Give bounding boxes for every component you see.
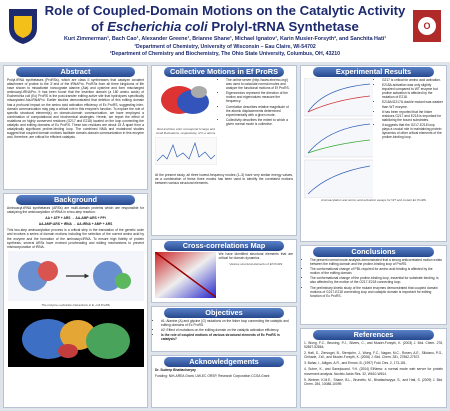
reference: 2. Hati, S., Ziervogel, B., Sternjohn, J… — [304, 351, 443, 360]
references-panel: References 1. Wong, F.C., Beuning, P.J.,… — [300, 328, 447, 408]
university-logo — [9, 9, 37, 44]
bullet: E218A activation was only slightly impai… — [382, 83, 443, 99]
reaction-scheme — [7, 250, 144, 301]
bullet: Correlation describes relative magnitude… — [226, 105, 293, 117]
authors: Kurt Zimmerman¹, Bach Cao¹, Alexander Gr… — [63, 36, 387, 42]
affiliation: ²Department of Chemistry and Biochemistr… — [109, 51, 341, 57]
bullet: The online server (http://www.elnemo.org… — [226, 78, 293, 90]
structure-figure — [7, 308, 144, 367]
objectives-list: #1: Alanine (A) and glycine (G) mutation… — [155, 319, 293, 341]
section-header: Experimental Results — [313, 67, 434, 77]
background-panel: Background Aminoacyl-tRNA synthetases (A… — [3, 193, 148, 408]
affiliation: ¹Department of Chemistry, University of … — [134, 44, 316, 50]
title-species: Escherichia coli — [107, 19, 208, 34]
crosscorr-panel: Cross-correlations Map We have identifie… — [151, 239, 297, 303]
section-header: Abstract — [16, 67, 135, 77]
ack-panel: Acknowledgements Dr. Sudeep Bhattacharya… — [151, 355, 297, 408]
section-header: Acknowledgements — [164, 357, 284, 367]
conclusion: The present normal mode analysis demonst… — [310, 258, 443, 266]
abstract-text: Prolyl-tRNA synthetases (ProRSs), which … — [7, 78, 144, 140]
reference: 4. Suhre, K., and Sanejouand, Y.H. (2004… — [304, 367, 443, 376]
bullet: G217 is critical for amino acid activati… — [382, 78, 443, 82]
motions-list: The online server (http://www.elnemo.org… — [220, 78, 293, 170]
title-text: Prolyl-tRNA Synthetase — [207, 19, 359, 34]
conclusion: The conformational change of PBL require… — [310, 267, 443, 275]
figure-caption: Red and blue color correspond to large a… — [155, 127, 216, 135]
conclusions-panel: Conclusions The present normal mode anal… — [300, 245, 447, 325]
reference: 5. Weimer, K.M.E., Shane, B.L., Brunetto… — [304, 377, 443, 386]
motions-panel: Collective Motions in Ef ProRS Red and b… — [151, 65, 297, 236]
section-header: Conclusions — [313, 247, 434, 257]
fluctuation-plot — [154, 136, 218, 166]
poster-header: Role of Coupled-Domain Motions on the Ca… — [0, 0, 450, 62]
structure-figure — [155, 78, 217, 122]
reference: 1. Wong, F.C., Beuning, P.J., Silvers, C… — [304, 341, 443, 350]
poster-title: Role of Coupled-Domain Motions on the Ca… — [44, 3, 406, 35]
results-list: G217 is critical for amino acid activati… — [376, 78, 443, 198]
equation: AA-AMP:ARS + tRNA → AA-tRNA + AMP + ARS — [38, 222, 113, 227]
figure-caption: Various structural elements of Ef ProRS — [229, 262, 283, 267]
background-text: This two-step aminoacylation process is … — [7, 228, 144, 249]
section-header: Collective Motions in Ef ProRS — [164, 67, 284, 77]
ack-funding: Funding: NIH-AREA Grant, UW-EC ORSP, Res… — [155, 374, 270, 379]
university-logo: O — [413, 10, 441, 42]
svg-text:O: O — [423, 21, 430, 31]
section-header: Background — [16, 195, 135, 205]
conclusion: The preliminary kinetic study of the mut… — [310, 286, 443, 298]
objectives-panel: Objectives #1: Alanine (A) and glycine (… — [151, 306, 297, 352]
results-panel: Experimental Results G217 is critical fo… — [300, 65, 447, 242]
figure-caption: Aminoacylation and amino acid activation… — [321, 198, 426, 202]
background-text: Aminoacyl-tRNA synthetases (ARSs) are mu… — [7, 206, 144, 215]
correlation-map — [155, 252, 216, 298]
conclusions-list: The present normal mode analysis demonst… — [304, 258, 443, 298]
abstract-panel: Abstract Prolyl-tRNA synthetases (ProRSs… — [3, 65, 148, 190]
section-header: Cross-correlations Map — [164, 241, 284, 251]
section-header: References — [313, 330, 434, 340]
objective: #1: Alanine (A) and glycine (G) mutation… — [161, 319, 293, 327]
bullet: Eigenvectors represent the direction of … — [226, 91, 293, 103]
reference: 3. Bahar, I., Atilgan, A.R., and Erman, … — [304, 361, 407, 366]
results-figures — [304, 78, 373, 198]
bullet: It suggests that the G217-E218 loop play… — [382, 123, 443, 139]
conclusion: The conformational change of the proline… — [310, 276, 443, 284]
title-text: Role of Coupled-Domain Motions on the Ca… — [44, 3, 406, 34]
objective: Is the role of coupled motions of variou… — [161, 333, 293, 341]
bullet: Collectivity describes the extent to whi… — [226, 118, 293, 126]
objective: #2: Effect of mutations on the editing d… — [161, 328, 293, 332]
motions-text: At the present study, all three lowest-f… — [155, 173, 293, 186]
ack-names: Dr. Sudeep Bhattacharyay — [155, 368, 196, 372]
figure-caption: The enzyme–substrate interactions in E. … — [41, 302, 110, 307]
section-header: Objectives — [164, 308, 284, 318]
bullet: E218A/G217A double mutant was weaker tha… — [382, 100, 443, 108]
bullet: It has been reported that the linker res… — [382, 110, 443, 122]
crosscorr-text: We have identified structural elements t… — [218, 252, 293, 261]
equation: AA + ATP + ARS → AA-AMP:ARS + PPi — [45, 216, 106, 221]
